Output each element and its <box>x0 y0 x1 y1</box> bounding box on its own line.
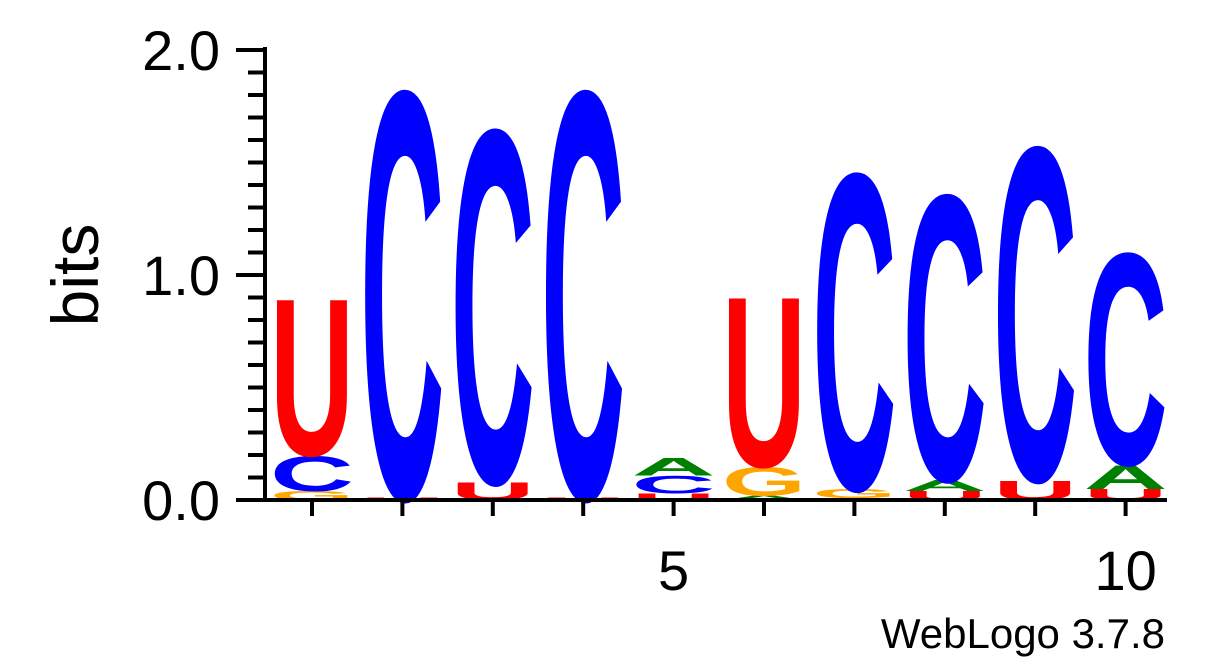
y-tick-label: 2.0 <box>142 19 220 82</box>
x-tick-label: 10 <box>1094 539 1156 602</box>
logo-letter-c: C <box>903 110 987 567</box>
logo-letter-g: G <box>812 487 896 501</box>
logo-letter-c: C <box>360 0 444 623</box>
logo-letter-a: A <box>903 477 987 495</box>
logo-letter-g: G <box>722 459 806 504</box>
logo-letter-u: U <box>722 247 806 519</box>
logo-letter-u: U <box>270 251 354 502</box>
logo-letter-c: C <box>270 446 354 502</box>
axes: 0.0 1.0 2.0 5 10 <box>142 19 1167 602</box>
x-tick-label: 5 <box>658 539 689 602</box>
logo-letter-c: C <box>632 471 716 499</box>
x-ticks: 5 10 <box>310 500 1157 602</box>
y-ticks: 0.0 1.0 2.0 <box>142 19 265 532</box>
logo-letter-a: A <box>722 494 806 501</box>
logo-letter-u: U <box>632 492 716 502</box>
logo-letter-c: C <box>541 0 625 623</box>
credit-label: WebLogo 3.7.8 <box>881 610 1165 657</box>
logo-letter-c: C <box>451 24 535 589</box>
y-tick-label: 1.0 <box>142 244 220 307</box>
logo-letter-a: A <box>632 453 716 481</box>
logo-letter-c: C <box>993 47 1077 582</box>
y-tick-label: 0.0 <box>142 469 220 532</box>
logo-letter-a: A <box>1084 458 1168 496</box>
logo-letter-c: C <box>1084 189 1168 528</box>
y-axis-label: bits <box>38 224 112 327</box>
